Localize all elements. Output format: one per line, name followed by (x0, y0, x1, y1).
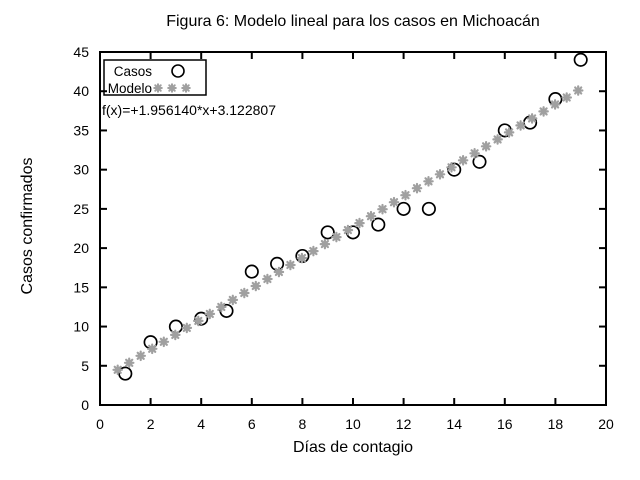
model-point-asterisk (354, 217, 365, 229)
model-point-asterisk (503, 127, 515, 138)
data-point-casos (371, 217, 386, 232)
y-tick-label: 0 (81, 397, 89, 413)
x-tick-label: 0 (96, 416, 104, 432)
model-point-asterisk (193, 315, 204, 327)
model-point-asterisk (423, 176, 434, 187)
data-point-casos (118, 366, 133, 381)
y-tick-label: 5 (81, 358, 89, 374)
model-point-asterisk (526, 113, 538, 124)
x-tick-label: 4 (197, 416, 205, 432)
y-tick-label: 15 (73, 279, 89, 295)
model-point-asterisk (273, 266, 285, 278)
model-point-asterisk (158, 336, 170, 348)
model-point-asterisk (285, 259, 296, 271)
model-point-asterisk (181, 322, 193, 334)
model-point-asterisk (170, 329, 181, 341)
model-point-asterisk (296, 252, 308, 264)
model-point-asterisk (216, 301, 227, 313)
legend-label-casos: Casos (113, 64, 152, 79)
fit-equation-annotation: f(x)=+1.956140*x+3.122807 (102, 102, 276, 118)
x-axis-label: Días de contagio (292, 439, 414, 456)
model-point-asterisk (434, 169, 446, 180)
model-point-asterisk (181, 83, 191, 93)
model-point-asterisk (411, 182, 423, 194)
y-tick-label: 30 (73, 162, 89, 178)
legend-label-modelo: Modelo (107, 81, 152, 96)
model-point-asterisk (146, 343, 158, 355)
model-point-asterisk (331, 231, 342, 243)
model-point-asterisk (153, 83, 163, 93)
legend-box (103, 59, 207, 96)
x-tick-label: 2 (147, 416, 155, 432)
data-point-casos (396, 201, 411, 216)
model-point-asterisk (457, 155, 469, 166)
x-axis-ticks: 0 2 4 6 8 10 12 14 16 18 20 (96, 52, 614, 432)
model-point-asterisk (480, 141, 492, 152)
y-tick-label: 20 (73, 240, 89, 256)
model-point-asterisk (250, 280, 262, 292)
y-axis-ticks: 0 5 10 15 20 25 30 35 40 45 (73, 44, 606, 413)
y-tick-label: 45 (73, 44, 89, 60)
data-point-casos (573, 52, 588, 67)
model-point-asterisk (262, 273, 273, 285)
model-point-asterisk (492, 134, 503, 145)
data-point-casos (244, 264, 259, 279)
x-tick-label: 14 (446, 416, 462, 432)
legend (103, 59, 207, 96)
model-point-asterisk (365, 210, 377, 222)
x-tick-label: 12 (396, 416, 412, 432)
x-tick-label: 16 (497, 416, 513, 432)
model-point-asterisk (400, 189, 411, 201)
model-point-asterisk (469, 148, 480, 159)
model-point-asterisk (227, 294, 239, 306)
model-point-asterisk (446, 162, 457, 173)
x-tick-label: 8 (299, 416, 307, 432)
model-point-asterisk (561, 92, 573, 103)
x-tick-label: 6 (248, 416, 256, 432)
legend-marker-casos (171, 64, 185, 78)
model-point-asterisk (377, 203, 388, 215)
model-point-asterisk (123, 357, 135, 369)
y-tick-label: 10 (73, 319, 89, 335)
model-point-asterisk (342, 224, 354, 236)
x-tick-label: 20 (598, 416, 614, 432)
model-point-asterisk (112, 364, 123, 376)
x-tick-label: 10 (345, 416, 361, 432)
model-point-asterisk (167, 83, 177, 93)
data-point-casos (320, 225, 335, 240)
y-tick-label: 40 (73, 83, 89, 99)
model-point-asterisk (308, 245, 319, 257)
data-point-casos (472, 154, 487, 169)
model-point-asterisk (388, 196, 400, 208)
model-point-asterisk (319, 238, 331, 250)
model-point-asterisk (135, 350, 146, 362)
model-point-asterisk (572, 85, 584, 96)
chart-title: Figura 6: Modelo lineal para los casos e… (166, 13, 540, 30)
series-modelo (112, 85, 584, 376)
model-point-asterisk (549, 99, 561, 110)
model-point-asterisk (239, 287, 250, 299)
data-point-casos (421, 201, 436, 216)
model-point-asterisk (515, 120, 526, 131)
model-point-asterisk (204, 308, 216, 320)
model-point-asterisk (538, 106, 549, 117)
x-tick-label: 18 (548, 416, 564, 432)
plot-frame (99, 51, 607, 406)
y-tick-label: 35 (73, 122, 89, 138)
y-tick-label: 25 (73, 201, 89, 217)
